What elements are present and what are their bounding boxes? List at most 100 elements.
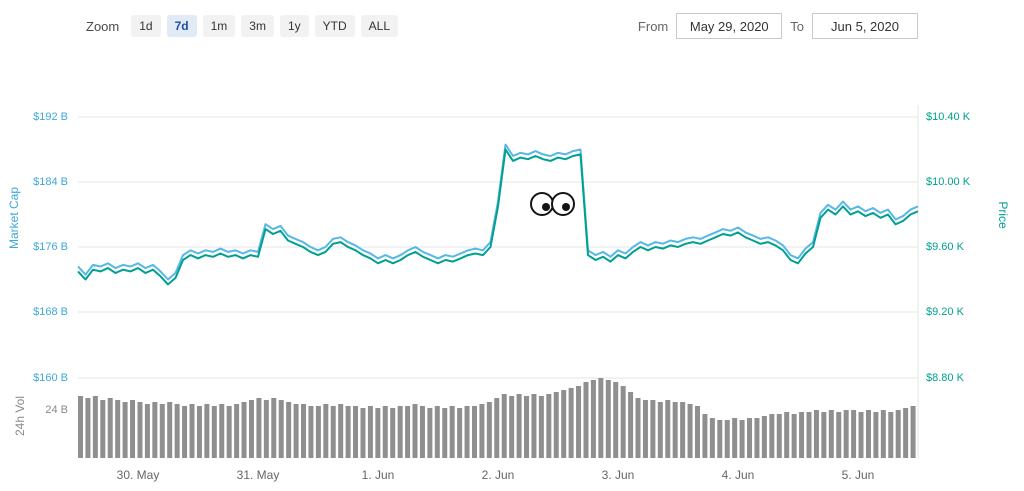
zoom-button-1y[interactable]: 1y [279, 15, 309, 37]
volume-bar [412, 404, 418, 458]
volume-bar [248, 400, 254, 458]
volume-bar [293, 404, 299, 458]
volume-bar [776, 414, 782, 458]
to-label: To [790, 18, 804, 34]
volume-bar [338, 404, 344, 458]
volume-bar [464, 406, 470, 458]
zoom-button-7d[interactable]: 7d [166, 15, 197, 37]
volume-bar [717, 420, 723, 458]
volume-bar [471, 406, 477, 458]
volume-bar [568, 388, 574, 458]
volume-bar [382, 406, 388, 458]
volume-bar [910, 406, 916, 458]
googly-eye-right [551, 192, 575, 216]
volume-bar [330, 406, 336, 458]
volume-bar [531, 394, 537, 458]
zoom-button-3m[interactable]: 3m [241, 15, 274, 37]
volume-bar [137, 402, 143, 458]
volume-bar [152, 402, 158, 458]
market-cap-axis-title: Market Cap [7, 186, 21, 250]
volume-bar [739, 420, 745, 458]
volume-bar [546, 394, 552, 458]
y-axis-label-marketcap: $168 B [33, 306, 68, 318]
volume-bar [858, 412, 864, 458]
volume-bar [308, 406, 314, 458]
date-range-controls: From To [638, 13, 918, 39]
volume-bar [204, 404, 210, 458]
volume-bar [196, 406, 202, 458]
from-label: From [637, 18, 669, 34]
zoom-button-ytd[interactable]: YTD [314, 15, 355, 37]
volume-bar [449, 406, 455, 458]
x-axis-label: 1. Jun [361, 468, 395, 482]
y-axis-label-marketcap: $176 B [33, 241, 68, 253]
volume-bar [724, 420, 730, 458]
volume-bar [851, 410, 857, 458]
volume-bar [694, 406, 700, 458]
volume-bar [130, 400, 136, 458]
volume-bar [761, 416, 767, 458]
volume-bar [78, 396, 83, 458]
volume-bar [427, 408, 433, 458]
volume-bar [115, 400, 121, 458]
volume-bar [390, 408, 396, 458]
volume-bar [791, 414, 797, 458]
volume-bar [524, 396, 530, 458]
volume-bar [301, 404, 307, 458]
y-axis-label-price: $10.40 K [926, 111, 971, 123]
volume-bar [888, 412, 894, 458]
volume-bar [628, 392, 634, 458]
volume-axis-title: 24h Vol [13, 395, 27, 437]
x-axis-label: 3. Jun [601, 468, 635, 482]
volume-bar [747, 418, 753, 458]
from-date-input[interactable] [676, 13, 783, 39]
volume-bar [620, 386, 626, 458]
volume-bar [865, 410, 871, 458]
volume-bar [590, 380, 596, 458]
volume-bar [576, 386, 582, 458]
x-axis-label: 2. Jun [481, 468, 515, 482]
volume-bar [219, 404, 225, 458]
y-axis-label-price: $9.20 K [926, 306, 964, 318]
volume-bar [813, 410, 819, 458]
volume-bar [159, 404, 165, 458]
zoom-button-all[interactable]: ALL [360, 15, 398, 37]
volume-bar [583, 382, 589, 458]
volume-bar [486, 402, 492, 458]
volume-bar [642, 400, 648, 458]
volume-bar [211, 406, 217, 458]
volume-bar [665, 400, 671, 458]
volume-bar [873, 412, 879, 458]
volume-bar [880, 410, 886, 458]
to-date-input[interactable] [812, 13, 918, 39]
volume-bar [769, 414, 775, 458]
y-axis-label-marketcap: $192 B [33, 111, 68, 123]
volume-bar [843, 410, 849, 458]
zoom-button-1d[interactable]: 1d [131, 15, 161, 37]
volume-bar [419, 406, 425, 458]
volume-bar [144, 404, 150, 458]
volume-bar [509, 396, 515, 458]
volume-bar [107, 398, 113, 458]
volume-bar [806, 412, 812, 458]
volume-bar [754, 418, 760, 458]
volume-bar [405, 406, 411, 458]
x-axis-label: 30. May [116, 468, 160, 482]
zoom-button-1m[interactable]: 1m [202, 15, 236, 37]
volume-bar [92, 396, 98, 458]
volume-bar [345, 406, 351, 458]
volume-bar [821, 412, 827, 458]
volume-bar [702, 414, 708, 458]
volume-bar [241, 402, 247, 458]
volume-bar [680, 402, 686, 458]
googly-eyes-sticker [530, 192, 575, 216]
volume-bar [315, 406, 321, 458]
volume-bar [286, 402, 292, 458]
volume-bar [598, 378, 604, 458]
volume-bar [167, 402, 173, 458]
volume-bar [442, 408, 448, 458]
volume-bars [78, 378, 916, 458]
volume-bar [360, 408, 366, 458]
